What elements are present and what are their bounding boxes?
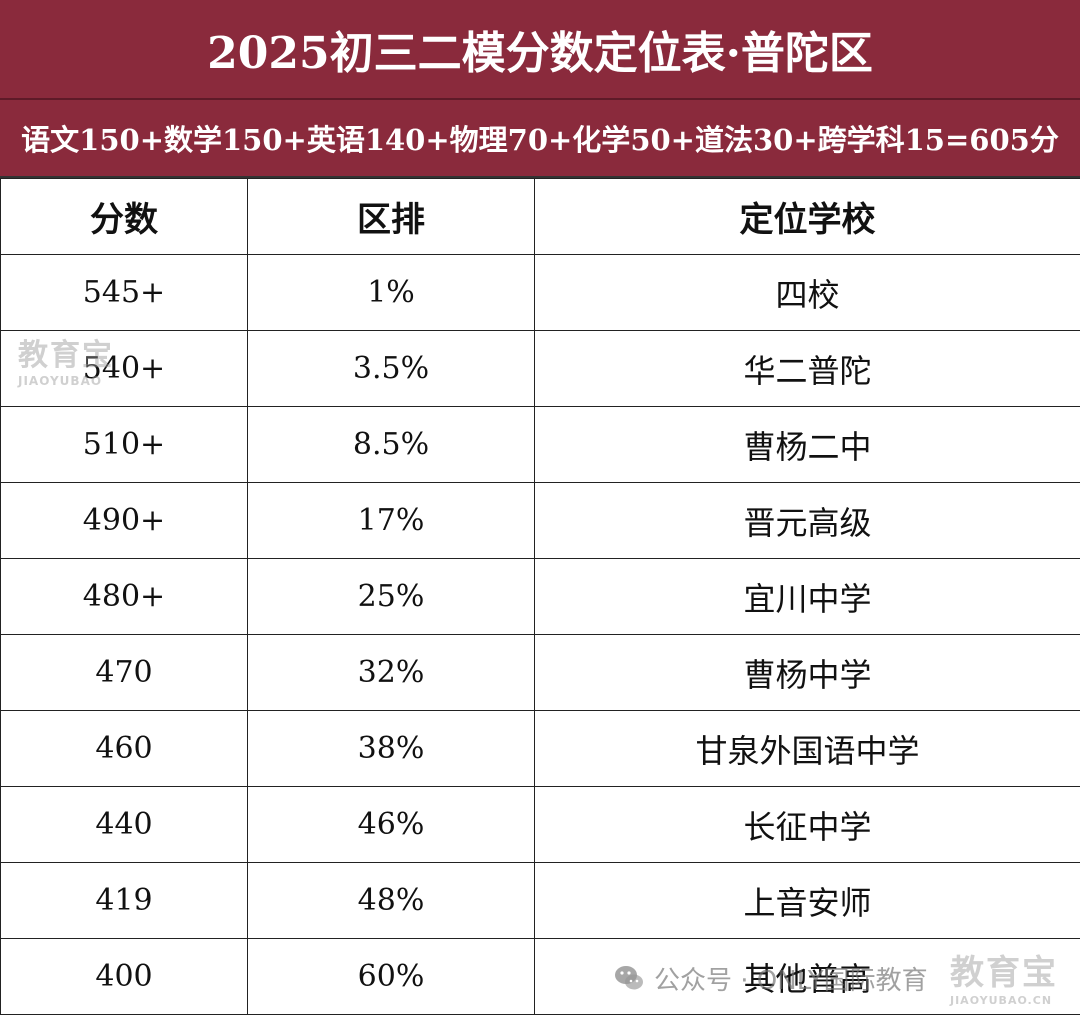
score-cell: 490+ [0, 482, 248, 559]
table-row: 440 46% 长征中学 [0, 786, 1080, 863]
rank-cell: 32% [247, 634, 535, 711]
column-header-school: 定位学校 [534, 178, 1080, 255]
school-cell: 曹杨中学 [534, 634, 1080, 711]
score-cell: 510+ [0, 406, 248, 483]
rank-cell: 46% [247, 786, 535, 863]
school-cell: 上音安师 [534, 862, 1080, 939]
score-cell: 470 [0, 634, 248, 711]
school-cell: 长征中学 [534, 786, 1080, 863]
rank-cell: 8.5% [247, 406, 535, 483]
school-cell: 宜川中学 [534, 558, 1080, 635]
table-row: 460 38% 甘泉外国语中学 [0, 710, 1080, 787]
table-header-row: 分数 区排 定位学校 [0, 178, 1080, 255]
column-header-score: 分数 [0, 178, 248, 255]
score-cell: 419 [0, 862, 248, 939]
school-cell: 甘泉外国语中学 [534, 710, 1080, 787]
table-row: 490+ 17% 晋元高级 [0, 482, 1080, 559]
title-bar: 2025初三二模分数定位表·普陀区 [0, 0, 1080, 100]
score-cell: 540+ [0, 330, 248, 407]
table-row: 419 48% 上音安师 [0, 862, 1080, 939]
score-cell: 460 [0, 710, 248, 787]
table-row: 540+ 3.5% 华二普陀 [0, 330, 1080, 407]
score-cell: 400 [0, 938, 248, 1015]
column-header-rank: 区排 [247, 178, 535, 255]
score-cell: 545+ [0, 254, 248, 331]
school-cell: 四校 [534, 254, 1080, 331]
table-row: 545+ 1% 四校 [0, 254, 1080, 331]
page-title: 2025初三二模分数定位表·普陀区 [207, 28, 873, 79]
rank-cell: 48% [247, 862, 535, 939]
rank-cell: 1% [247, 254, 535, 331]
school-cell: 晋元高级 [534, 482, 1080, 559]
table-row: 480+ 25% 宜川中学 [0, 558, 1080, 635]
table-row: 400 60% 其他普高 [0, 938, 1080, 1015]
school-cell: 曹杨二中 [534, 406, 1080, 483]
rank-cell: 25% [247, 558, 535, 635]
school-cell: 华二普陀 [534, 330, 1080, 407]
rank-cell: 38% [247, 710, 535, 787]
score-position-table: 分数 区排 定位学校 545+ 1% 四校 540+ 3.5% 华二普陀 510… [0, 178, 1080, 1015]
table-row: 470 32% 曹杨中学 [0, 634, 1080, 711]
score-formula: 语文150+数学150+英语140+物理70+化学50+道法30+跨学科15=6… [21, 123, 1059, 157]
score-cell: 440 [0, 786, 248, 863]
table-row: 510+ 8.5% 曹杨二中 [0, 406, 1080, 483]
rank-cell: 17% [247, 482, 535, 559]
rank-cell: 3.5% [247, 330, 535, 407]
rank-cell: 60% [247, 938, 535, 1015]
school-cell: 其他普高 [534, 938, 1080, 1015]
score-cell: 480+ [0, 558, 248, 635]
score-formula-bar: 语文150+数学150+英语140+物理70+化学50+道法30+跨学科15=6… [0, 100, 1080, 178]
